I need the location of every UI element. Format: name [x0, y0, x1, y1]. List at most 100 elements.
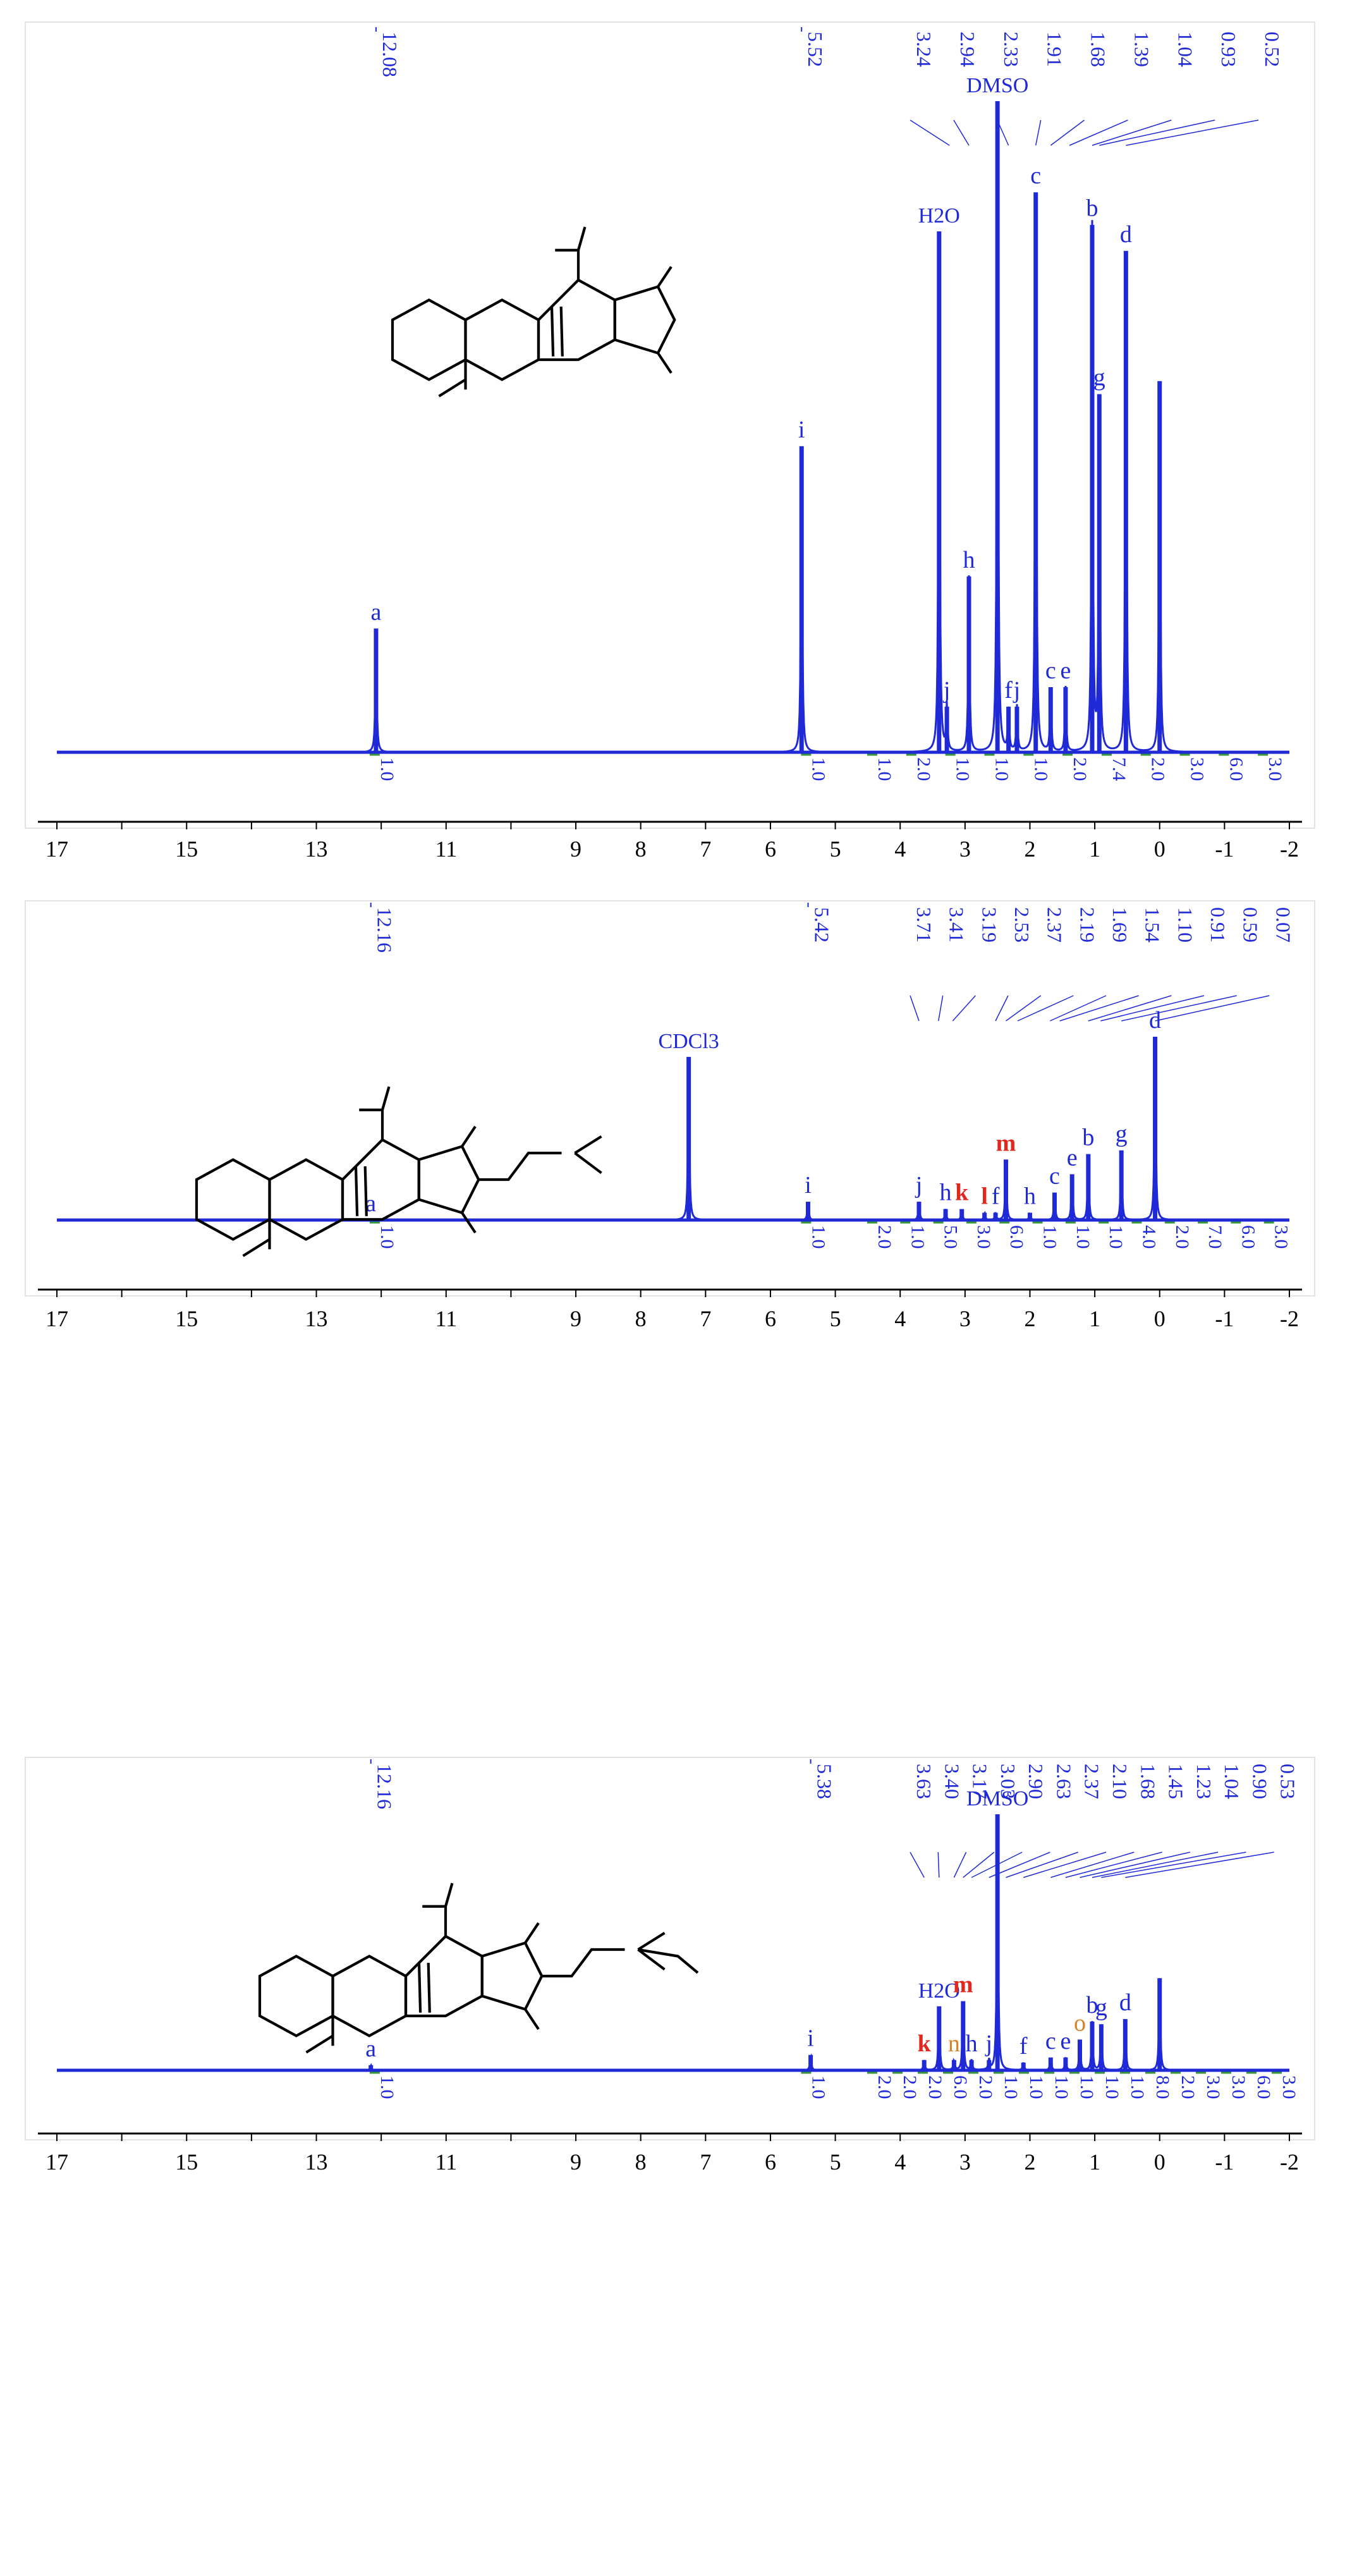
- peak-label: j: [985, 2030, 993, 2057]
- x-tick-label: 17: [46, 1306, 68, 1331]
- peak-label: f: [1004, 677, 1013, 704]
- peak-list-connector: [1088, 995, 1172, 1022]
- integral-label: 2.0: [975, 2075, 996, 2099]
- x-tick-label: 9: [570, 1306, 581, 1331]
- peak-label: m: [996, 1130, 1016, 1156]
- integral-label: 2.0: [874, 2075, 895, 2099]
- peak-list-label: 2.37: [1081, 1764, 1104, 1799]
- peak-label: e: [1060, 657, 1071, 684]
- peak-list-label: 0.52: [1261, 32, 1284, 67]
- peak-list-connector: [1017, 995, 1074, 1022]
- integral-label: 5.0: [940, 1225, 961, 1249]
- integral-label: 2.0: [1069, 757, 1090, 781]
- x-tick-label: 8: [635, 2149, 647, 2175]
- peak-list-connector: [1101, 1852, 1246, 1878]
- peak-label: g: [1095, 1994, 1107, 2021]
- x-tick-label: -1: [1215, 836, 1234, 862]
- peak-list-connector: [1050, 119, 1085, 146]
- imide-ring: [417, 1144, 480, 1215]
- peak-list-connector: [1065, 1852, 1162, 1878]
- carbonyl: [461, 1212, 477, 1234]
- peak-label: DMSO: [966, 1787, 1028, 1810]
- x-tick-label: 11: [435, 836, 457, 862]
- peak-label: c: [1045, 657, 1056, 684]
- peak-label: j: [942, 677, 951, 704]
- integral-label: 1.0: [808, 757, 829, 781]
- integral-label: 6.0: [1253, 2075, 1274, 2099]
- bridge-bond: [427, 1962, 431, 2013]
- x-tick-label: -2: [1280, 836, 1299, 862]
- ring-a: [258, 1955, 334, 2037]
- integral-label: 1.0: [377, 1225, 398, 1249]
- x-tick-label: 0: [1154, 2149, 1165, 2175]
- ring-a: [391, 298, 467, 381]
- peak-list-connector: [1099, 119, 1215, 146]
- integral-label: 1.0: [907, 1225, 928, 1249]
- methyl-bond: [242, 1238, 271, 1257]
- peak-list-connector: [1059, 995, 1139, 1022]
- molecule-structure: [391, 226, 676, 398]
- bridge-bond: [559, 306, 564, 357]
- integral-label: 1.0: [377, 2075, 398, 2099]
- peak-list-label: 3.71: [913, 907, 935, 943]
- peak-list-label: 12.16: [374, 1764, 396, 1809]
- peak-list-label: 3.41: [946, 907, 968, 943]
- x-tick-label: 13: [305, 2149, 328, 2175]
- carbonyl: [524, 1922, 540, 1944]
- imide-ring: [613, 284, 676, 355]
- peak-label: h: [963, 547, 975, 573]
- integral-label: 3.0: [1187, 757, 1208, 781]
- x-tick-label: 17: [46, 2149, 68, 2175]
- bridge-bond: [550, 306, 555, 357]
- integral-label: 1.0: [1127, 2075, 1148, 2099]
- x-tick-label: 17: [46, 836, 68, 862]
- x-tick-label: 5: [830, 2149, 841, 2175]
- integral-label: 6.0: [1006, 1225, 1027, 1249]
- peak-label: a: [371, 599, 382, 625]
- x-tick-label: 13: [305, 836, 328, 862]
- bridge-bond: [417, 1962, 422, 2013]
- spectrum-trace: [57, 111, 1289, 754]
- peak-list-label: 12.16: [374, 907, 396, 953]
- integral-label: 2.0: [874, 1225, 895, 1249]
- integral-label: 6.0: [950, 2075, 971, 2099]
- peak-list-label: 3.24: [913, 32, 935, 67]
- peak-list-connector: [910, 119, 950, 146]
- peak-list-label: 0.93: [1217, 32, 1240, 67]
- peak-list-label: 0.07: [1272, 907, 1294, 943]
- peak-list-connector: [1069, 119, 1128, 146]
- peak-list-connector: [1006, 1852, 1078, 1878]
- peak-list-label: 1.10: [1174, 907, 1196, 943]
- integral-label: 3.0: [1203, 2075, 1224, 2099]
- n-ethyl: [638, 1948, 699, 1974]
- peak-list-label: 1.68: [1136, 1764, 1159, 1799]
- x-tick-label: 3: [959, 2149, 971, 2175]
- peak-label: a: [365, 2036, 376, 2062]
- peak-list-label: 1.69: [1109, 907, 1131, 943]
- x-tick-label: 6: [765, 2149, 776, 2175]
- integral-label: 7.0: [1205, 1225, 1226, 1249]
- methyl-bond: [438, 378, 466, 398]
- integral-label: 1.0: [808, 2075, 829, 2099]
- peak-list-connector: [953, 1852, 967, 1878]
- peak-list-connector: [910, 1852, 925, 1878]
- ring-c: [341, 1138, 420, 1221]
- peak-list-connector: [1155, 995, 1270, 1022]
- peak-list-label: 1.39: [1130, 32, 1153, 67]
- peak-list-label: 0.90: [1248, 1764, 1271, 1799]
- peak-list-connector: [1125, 1852, 1274, 1878]
- peak-label: H2O: [918, 204, 960, 228]
- x-tick-label: 6: [765, 836, 776, 862]
- n-methyl: [637, 1948, 666, 1971]
- peak-label: i: [807, 2025, 814, 2052]
- molecule-structure: [258, 1883, 699, 2054]
- x-tick-label: 2: [1024, 2149, 1035, 2175]
- peak-label: c: [1030, 162, 1041, 189]
- peak-list-label: 3.63: [913, 1764, 935, 1799]
- integral-label: 1.0: [874, 757, 895, 781]
- peak-label: CDCl3: [658, 1030, 719, 1053]
- integral-label: 1.0: [1102, 2075, 1123, 2099]
